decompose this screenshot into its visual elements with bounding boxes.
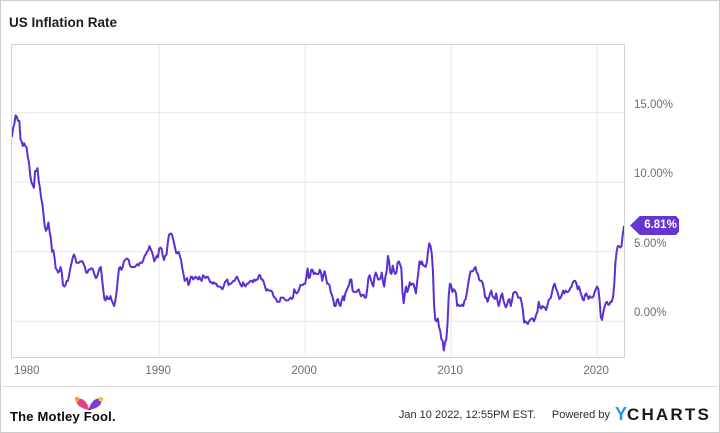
badge-flag-shape: [630, 216, 679, 236]
ycharts-y-glyph: Y: [614, 404, 627, 424]
x-axis-label: 1980: [14, 365, 40, 377]
chart-timestamp: Jan 10 2022, 12:55PM EST.: [398, 408, 536, 421]
inflation-line-chart: [12, 45, 624, 357]
chart-title: US Inflation Rate: [9, 15, 118, 30]
y-axis-label: 10.00%: [634, 168, 674, 181]
inflation-series-line: [12, 114, 624, 352]
footer-attribution: Jan 10 2022, 12:55PM EST. Powered by Y C…: [399, 404, 711, 425]
last-value-badge: 6.81%: [630, 216, 679, 236]
x-axis-label: 2000: [291, 365, 317, 377]
motley-fool-logo[interactable]: The Motley Fool.: [10, 396, 130, 428]
x-axis-label: 2010: [437, 365, 463, 377]
jester-hat-icon: [74, 396, 104, 411]
x-axis-label: 2020: [583, 365, 609, 377]
footer-divider: [2, 386, 718, 387]
motley-fool-wordmark: The Motley Fool.: [10, 409, 116, 424]
x-axis-label: 1990: [145, 365, 171, 377]
y-axis-label: 5.00%: [634, 237, 667, 250]
plot-area: [11, 44, 625, 358]
y-axis-label: 15.00%: [634, 98, 674, 111]
y-axis-label: 0.00%: [634, 307, 667, 320]
ycharts-logo[interactable]: Y CHARTS: [615, 404, 711, 425]
ycharts-wordmark: CHARTS: [626, 405, 711, 424]
last-value-label: 6.81%: [644, 219, 677, 232]
powered-by-label: Powered by: [551, 408, 610, 421]
